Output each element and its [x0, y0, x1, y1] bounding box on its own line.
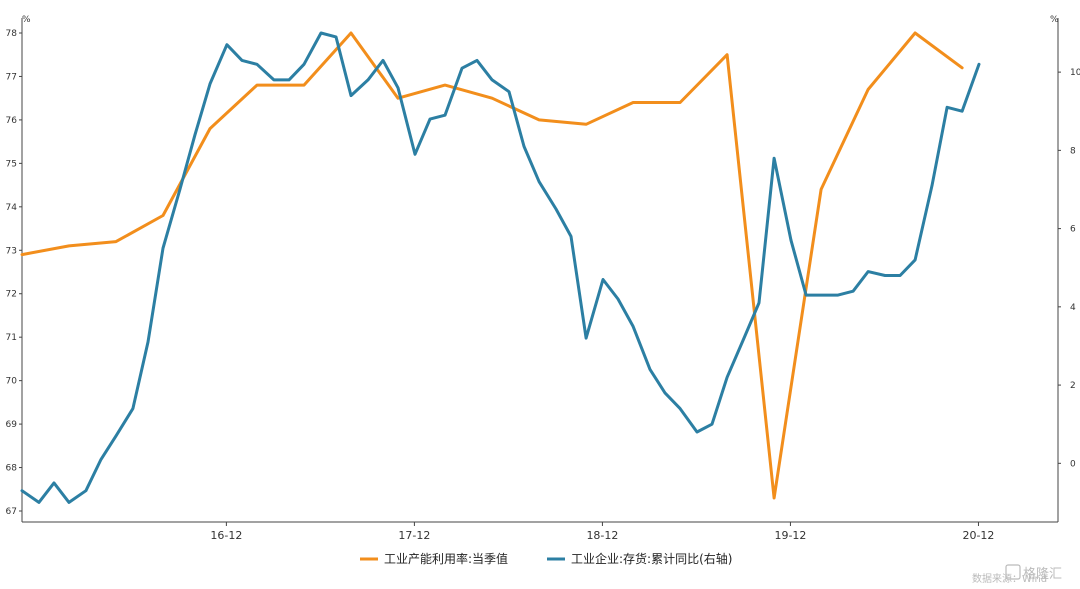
- left-tick-label: 78: [6, 29, 18, 39]
- left-tick-label: 75: [6, 159, 17, 169]
- series-line-capacity-utilization: [20, 31, 964, 500]
- x-tick-label: 18-12: [586, 529, 618, 542]
- right-tick-label: 8: [1070, 146, 1076, 156]
- left-axis-ticks: 67 68 69 70 71 72 73 74 75 76 77 78: [6, 29, 22, 517]
- watermark: 数据来源：Wind 格隆汇: [972, 564, 1062, 585]
- watermark-brand: 格隆汇: [1023, 566, 1062, 582]
- left-tick-label: 72: [6, 290, 17, 300]
- left-tick-label: 68: [6, 464, 18, 474]
- right-tick-label: 2: [1070, 381, 1076, 391]
- left-axis-unit: %: [22, 15, 31, 25]
- left-tick-label: 76: [6, 116, 18, 126]
- left-tick-label: 74: [6, 203, 18, 213]
- series-lines: [20, 31, 981, 504]
- right-tick-label: 10: [1070, 68, 1080, 78]
- x-tick-label: 17-12: [398, 529, 430, 542]
- x-tick-label: 19-12: [774, 529, 806, 542]
- right-axis-unit: %: [1050, 15, 1059, 25]
- left-tick-label: 77: [6, 72, 17, 82]
- left-tick-label: 73: [6, 246, 17, 256]
- legend-label-capacity: 工业产能利用率:当季值: [384, 551, 508, 566]
- left-tick-label: 71: [6, 333, 17, 343]
- x-tick-label: 16-12: [210, 529, 242, 542]
- brand-logo-icon: [1005, 564, 1021, 580]
- right-tick-label: 4: [1070, 303, 1076, 313]
- legend-label-inventory: 工业企业:存货:累计同比(右轴): [571, 551, 732, 566]
- axes: [21, 18, 1059, 523]
- x-tick-label: 20-12: [962, 529, 994, 542]
- left-tick-label: 67: [6, 507, 17, 517]
- x-axis-ticks: 16-12 17-12 18-12 19-12 20-12: [210, 522, 994, 542]
- left-tick-label: 69: [6, 420, 18, 430]
- series-line-inventory-growth: [20, 31, 981, 504]
- right-tick-label: 0: [1070, 459, 1076, 469]
- legend: 工业产能利用率:当季值 工业企业:存货:累计同比(右轴): [360, 551, 732, 566]
- right-axis-ticks: 0 2 4 6 8 10: [1058, 68, 1080, 469]
- right-tick-label: 6: [1070, 225, 1076, 235]
- left-tick-label: 70: [6, 377, 18, 387]
